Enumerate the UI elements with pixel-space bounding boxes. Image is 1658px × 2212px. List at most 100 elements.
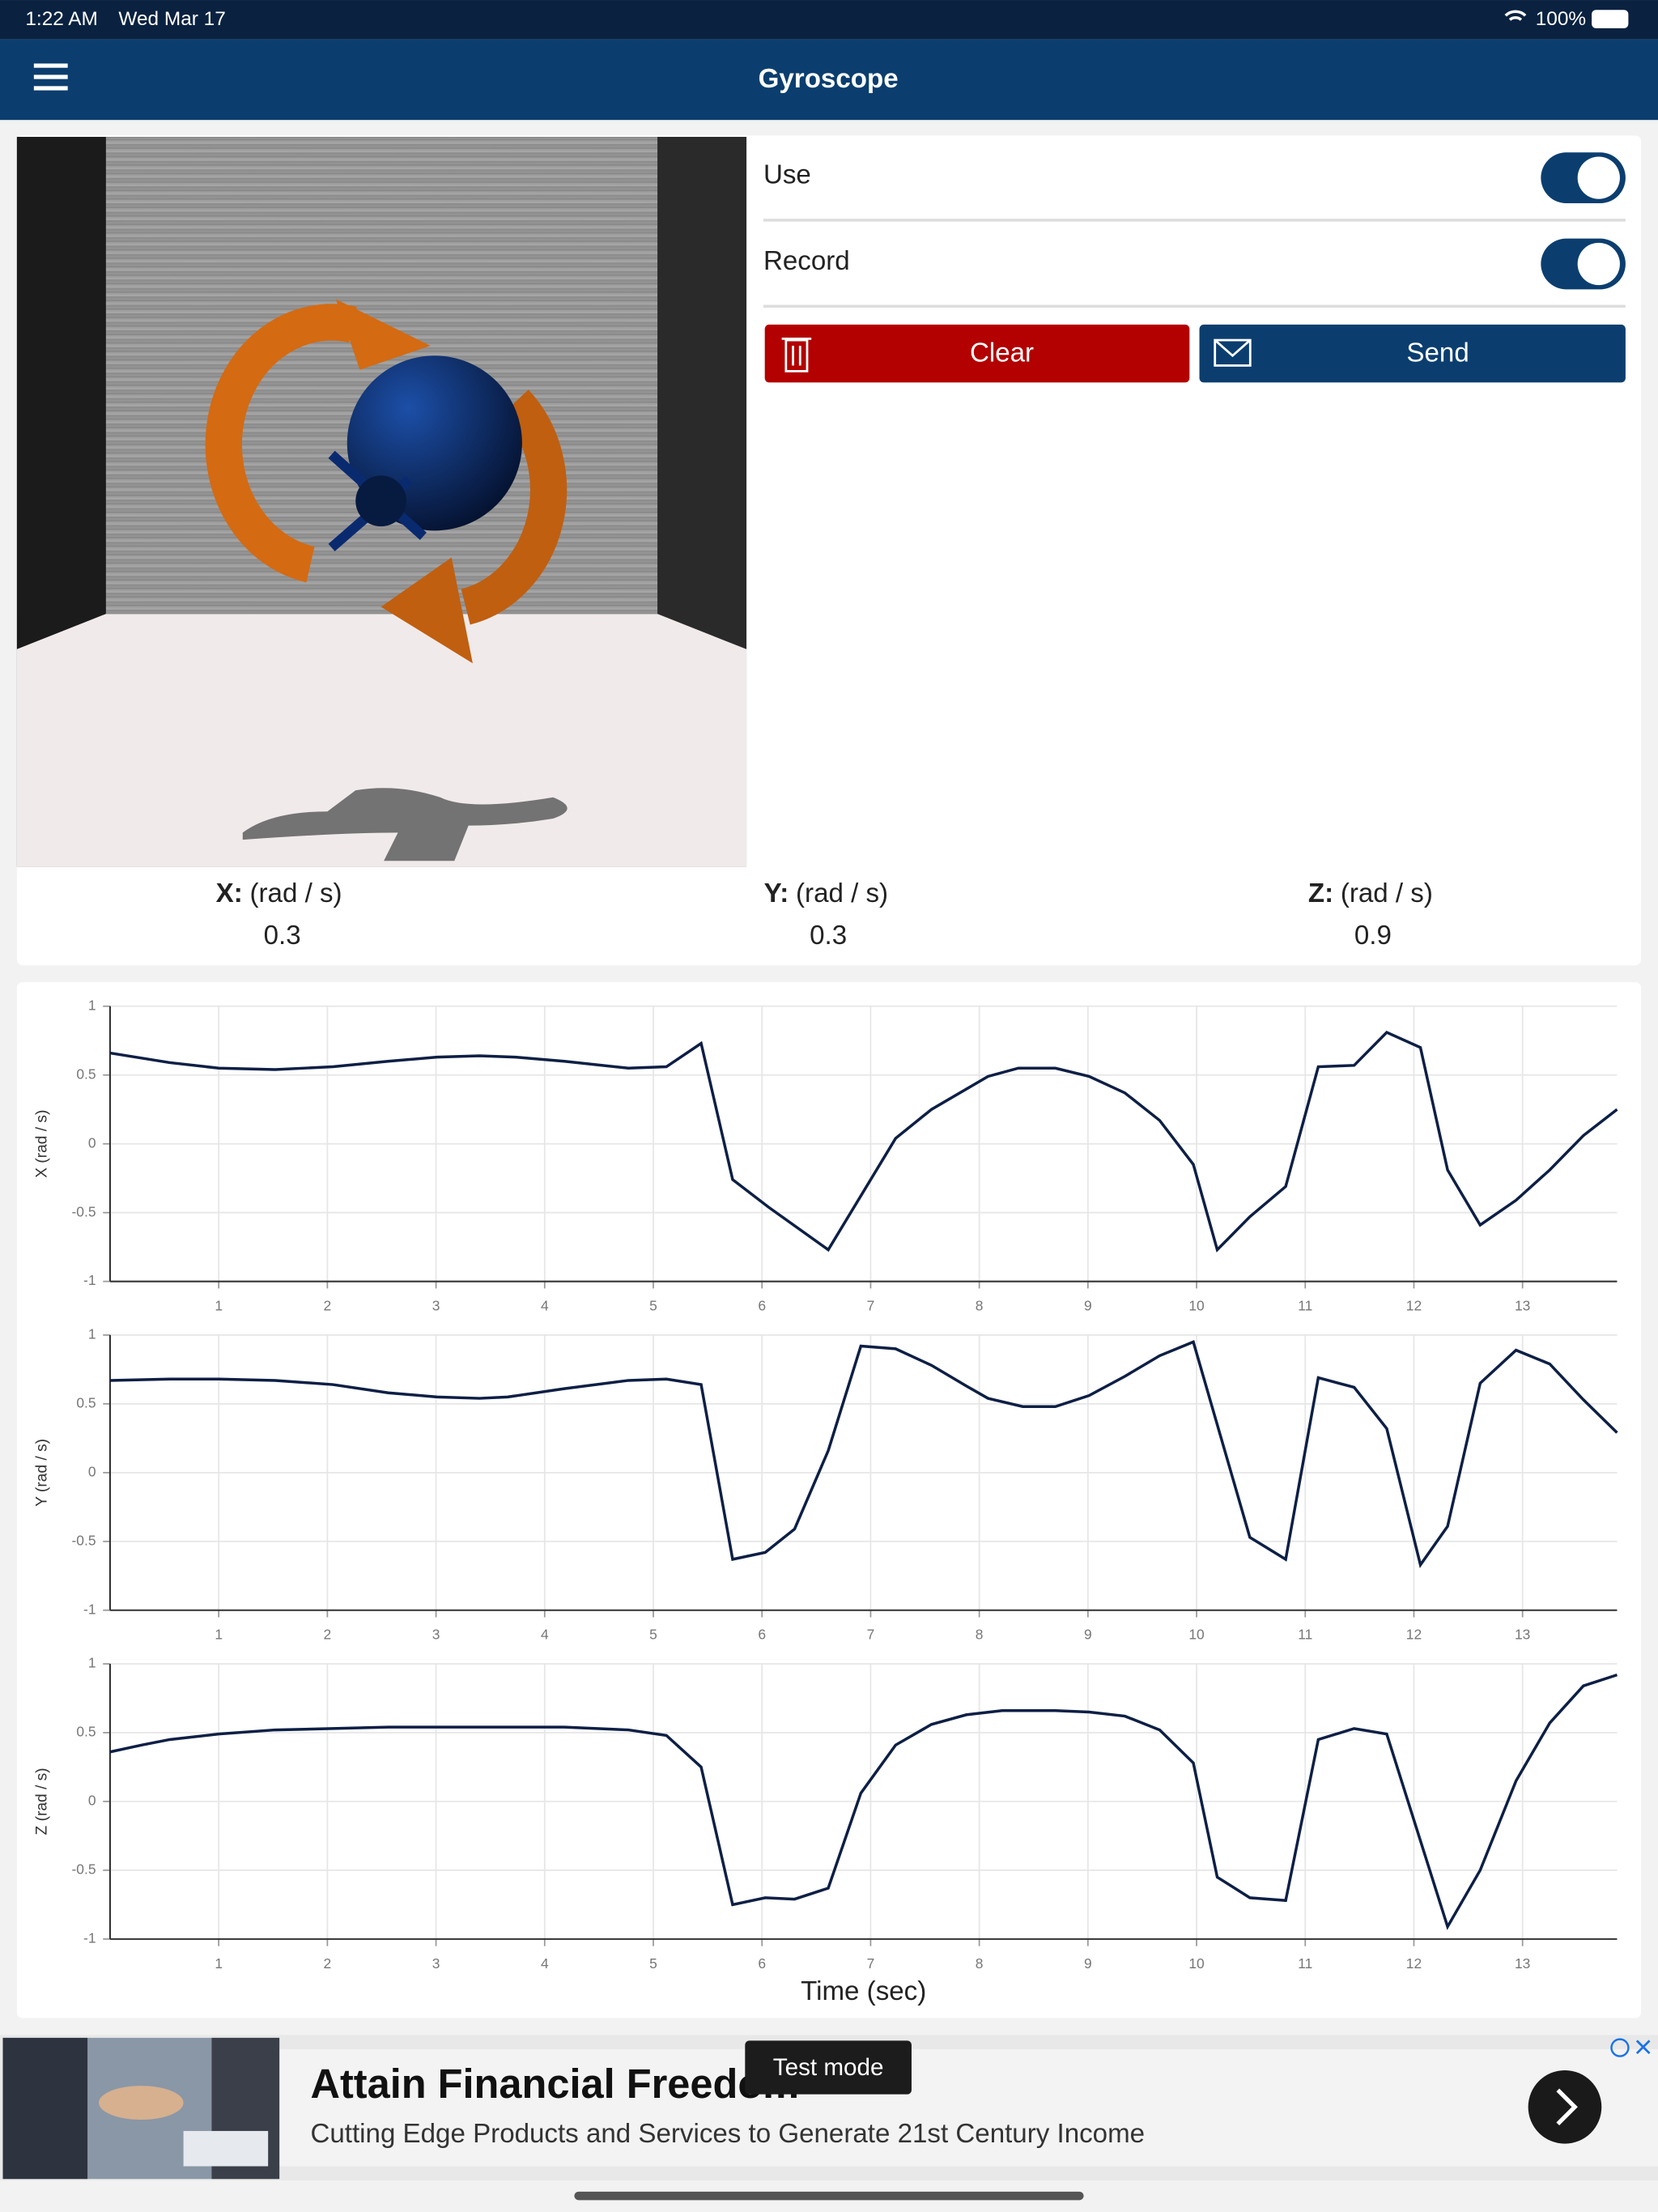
data-line	[109, 1030, 1618, 1253]
y-tick-label: 1	[88, 997, 96, 1013]
y-tick-label: 1	[88, 1655, 96, 1671]
header-title: Gyroscope	[759, 64, 899, 94]
y-tick-label: 0.5	[76, 1394, 96, 1410]
y-tick-label: 0	[88, 1793, 96, 1809]
x-tick-label: 12	[1406, 1627, 1422, 1643]
send-button[interactable]: Send	[1199, 324, 1626, 383]
use-toggle[interactable]	[1541, 152, 1626, 204]
ad-subtitle: Cutting Edge Products and Services to Ge…	[310, 2119, 1145, 2149]
x-tick-label: 7	[867, 1298, 875, 1314]
charts: 10.50-0.5-11 2 3 4 5 6 7 8 9 10 11 12 13X (rad / s)1…	[33, 997, 1618, 2006]
x-tick-label: 3	[432, 1627, 440, 1643]
x-tick-label: 8	[976, 1627, 984, 1643]
x-tick-label: 13	[1515, 1298, 1530, 1314]
x-tick-label: 8	[976, 1298, 984, 1314]
x-axis-label: Time (sec)	[801, 1976, 926, 2006]
x-tick-label: 11	[1298, 1627, 1312, 1643]
y-axis-label: Z (rad / s)	[33, 1767, 50, 1835]
x-tick-label: 1	[215, 1298, 223, 1314]
x-tick-label: 4	[541, 1627, 549, 1643]
x-tick-label: 9	[1084, 1627, 1092, 1643]
y-tick-label: -1	[83, 1601, 96, 1617]
y-tick-label: -1	[83, 1272, 96, 1288]
readout-axis: Y:	[764, 878, 789, 908]
x-tick-label: 9	[1084, 1298, 1092, 1314]
x-tick-label: 13	[1515, 1627, 1530, 1643]
test-mode-text: Test mode	[773, 2054, 884, 2081]
ad-banner[interactable]: Attain Financial Freedom Cutting Edge Pr…	[0, 2035, 1658, 2180]
status-date: Wed Mar 17	[118, 8, 225, 30]
use-label: Use	[763, 160, 811, 190]
data-line	[109, 1673, 1618, 1930]
x-tick-label: 2	[324, 1955, 332, 1972]
x-tick-label: 10	[1188, 1298, 1204, 1314]
readout-unit: (rad / s)	[796, 878, 888, 908]
x-tick-label: 6	[758, 1298, 766, 1314]
x-tick-label: 12	[1406, 1298, 1422, 1314]
y-tick-label: 0.5	[76, 1724, 96, 1740]
y-axis-label: Y (rad / s)	[33, 1439, 50, 1507]
x-tick-label: 8	[976, 1955, 984, 1972]
readout-unit: (rad / s)	[250, 878, 342, 908]
clear-text: Clear	[970, 338, 1034, 368]
x-tick-label: 5	[649, 1955, 657, 1972]
x-tick-label: 6	[758, 1955, 766, 1972]
readout-unit: (rad / s)	[1341, 878, 1433, 908]
ad-title: Attain Financial Freedom	[310, 2061, 799, 2107]
ad-close[interactable]	[1610, 2038, 1651, 2057]
x-tick-label: 7	[867, 1627, 875, 1643]
y-axis-label: X (rad / s)	[33, 1110, 50, 1178]
readouts: X: (rad / s)0.3Y: (rad / s)0.3Z: (rad / s)0…	[216, 878, 1433, 951]
status-bar	[0, 0, 1658, 40]
readout-value: 0.3	[810, 921, 847, 951]
y-tick-label: -0.5	[72, 1532, 96, 1548]
x-tick-label: 10	[1188, 1955, 1204, 1972]
x-tick-label: 1	[215, 1627, 223, 1643]
readout-value: 0.9	[1354, 921, 1392, 951]
x-tick-label: 11	[1298, 1955, 1312, 1972]
x-tick-label: 5	[649, 1298, 657, 1314]
x-tick-label: 3	[432, 1955, 440, 1972]
divider	[763, 304, 1626, 308]
send-text: Send	[1406, 338, 1469, 368]
battery-icon	[1592, 10, 1629, 28]
y-tick-label: 0	[88, 1134, 96, 1151]
app-header	[0, 39, 1658, 121]
ad-image	[2, 2037, 280, 2180]
menu-button[interactable]	[33, 63, 68, 91]
x-tick-label: 11	[1298, 1298, 1312, 1314]
y-tick-label: -0.5	[72, 1203, 96, 1219]
x-tick-label: 13	[1515, 1955, 1530, 1972]
y-tick-label: -0.5	[72, 1861, 96, 1878]
y-tick-label: 0	[88, 1463, 96, 1479]
x-tick-label: 4	[541, 1298, 549, 1314]
clear-button[interactable]: Clear	[764, 324, 1190, 383]
status-time: 1:22 AM	[25, 8, 98, 30]
x-tick-label: 2	[324, 1298, 332, 1314]
battery-text: 100%	[1536, 8, 1586, 30]
test-mode-badge: Test mode	[745, 2040, 912, 2095]
chart-card	[16, 982, 1642, 2018]
x-tick-label: 2	[324, 1627, 332, 1643]
record-label: Record	[763, 246, 850, 276]
x-tick-label: 12	[1406, 1955, 1422, 1972]
x-tick-label: 10	[1188, 1627, 1204, 1643]
y-tick-label: 1	[88, 1325, 96, 1342]
home-indicator	[574, 2191, 1084, 2201]
readout-value: 0.3	[264, 921, 301, 951]
record-toggle[interactable]	[1541, 238, 1626, 290]
y-tick-label: 0.5	[76, 1066, 96, 1082]
x-tick-label: 9	[1084, 1955, 1092, 1972]
x-tick-label: 6	[758, 1627, 766, 1643]
ad-arrow[interactable]	[1528, 2069, 1602, 2144]
3d-scene	[16, 137, 747, 867]
data-line	[109, 1340, 1618, 1568]
wifi-icon	[1504, 10, 1527, 21]
x-tick-label: 3	[432, 1298, 440, 1314]
readout-axis: X:	[216, 878, 243, 908]
x-tick-label: 4	[541, 1955, 549, 1972]
x-tick-label: 1	[215, 1955, 223, 1972]
x-tick-label: 7	[867, 1955, 875, 1972]
